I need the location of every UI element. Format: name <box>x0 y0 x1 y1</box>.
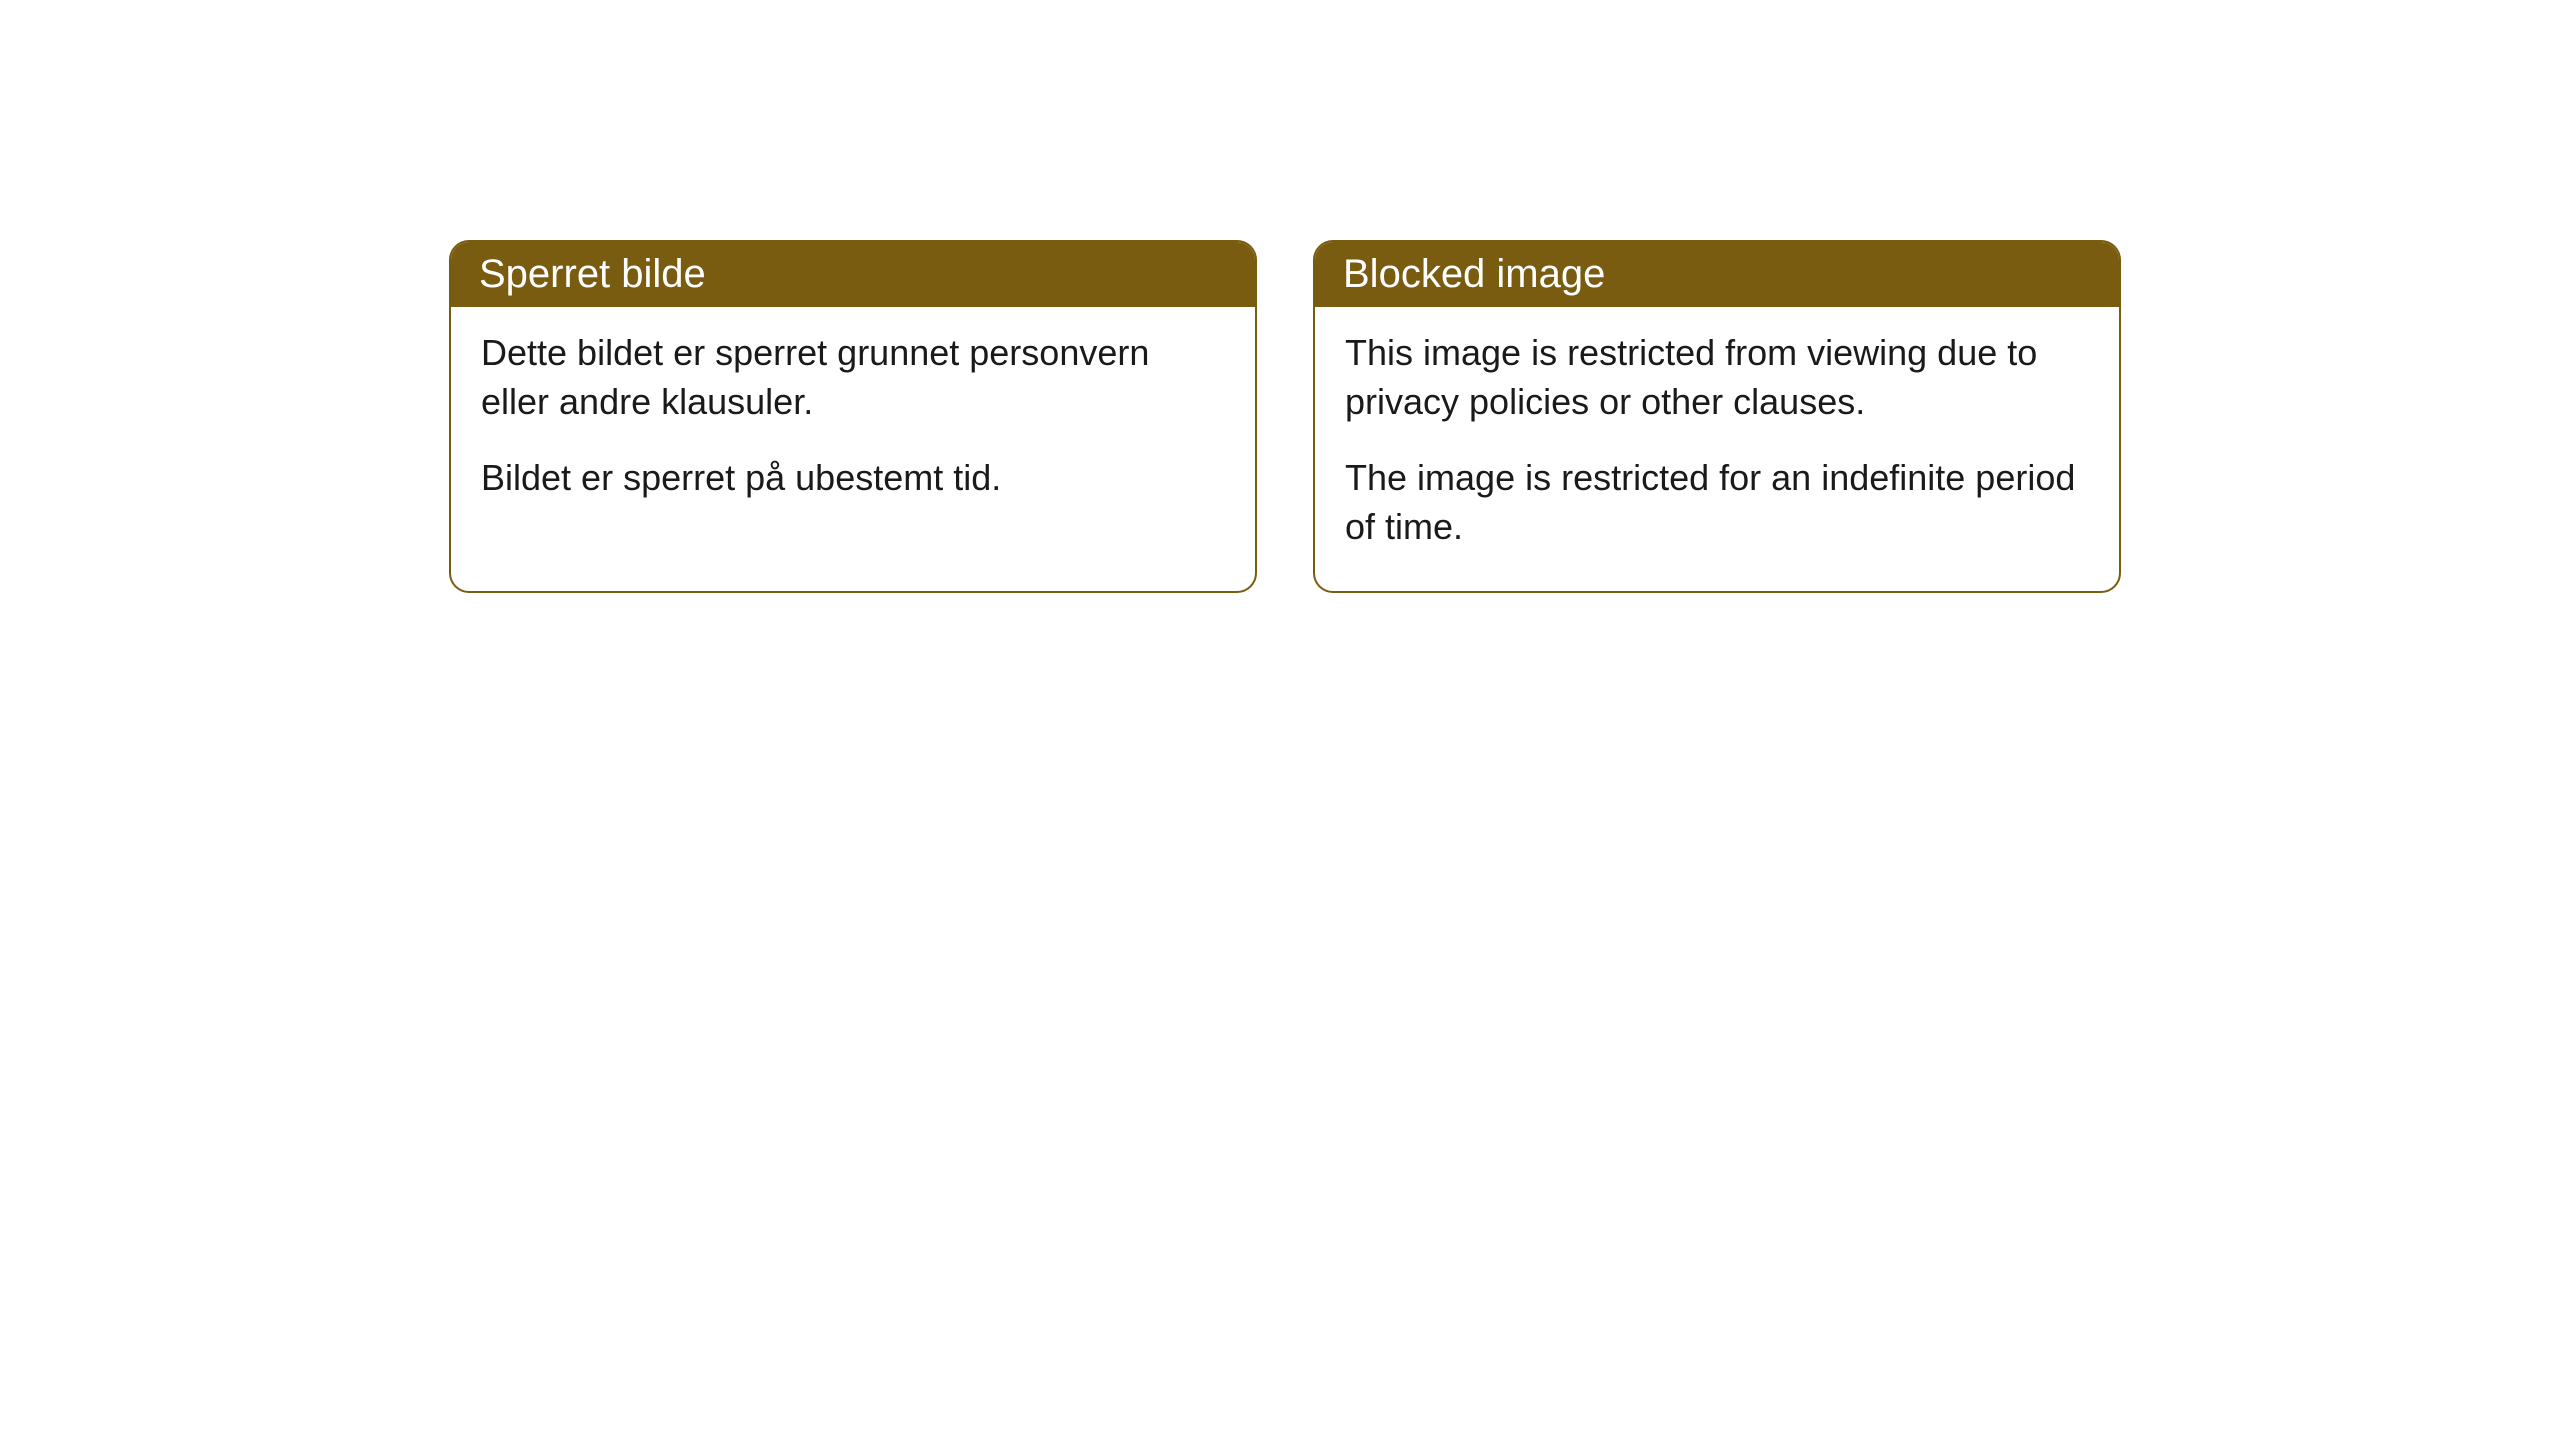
card-header-norwegian: Sperret bilde <box>451 242 1255 307</box>
card-body-norwegian: Dette bildet er sperret grunnet personve… <box>451 307 1255 543</box>
notice-text-1: This image is restricted from viewing du… <box>1345 329 2089 426</box>
card-title: Sperret bilde <box>479 252 706 296</box>
card-header-english: Blocked image <box>1315 242 2119 307</box>
card-title: Blocked image <box>1343 252 1605 296</box>
blocked-image-card-english: Blocked image This image is restricted f… <box>1313 240 2121 593</box>
blocked-image-card-norwegian: Sperret bilde Dette bildet er sperret gr… <box>449 240 1257 593</box>
notice-text-1: Dette bildet er sperret grunnet personve… <box>481 329 1225 426</box>
card-body-english: This image is restricted from viewing du… <box>1315 307 2119 591</box>
notice-text-2: Bildet er sperret på ubestemt tid. <box>481 454 1225 503</box>
notice-text-2: The image is restricted for an indefinit… <box>1345 454 2089 551</box>
notice-container: Sperret bilde Dette bildet er sperret gr… <box>0 0 2560 593</box>
